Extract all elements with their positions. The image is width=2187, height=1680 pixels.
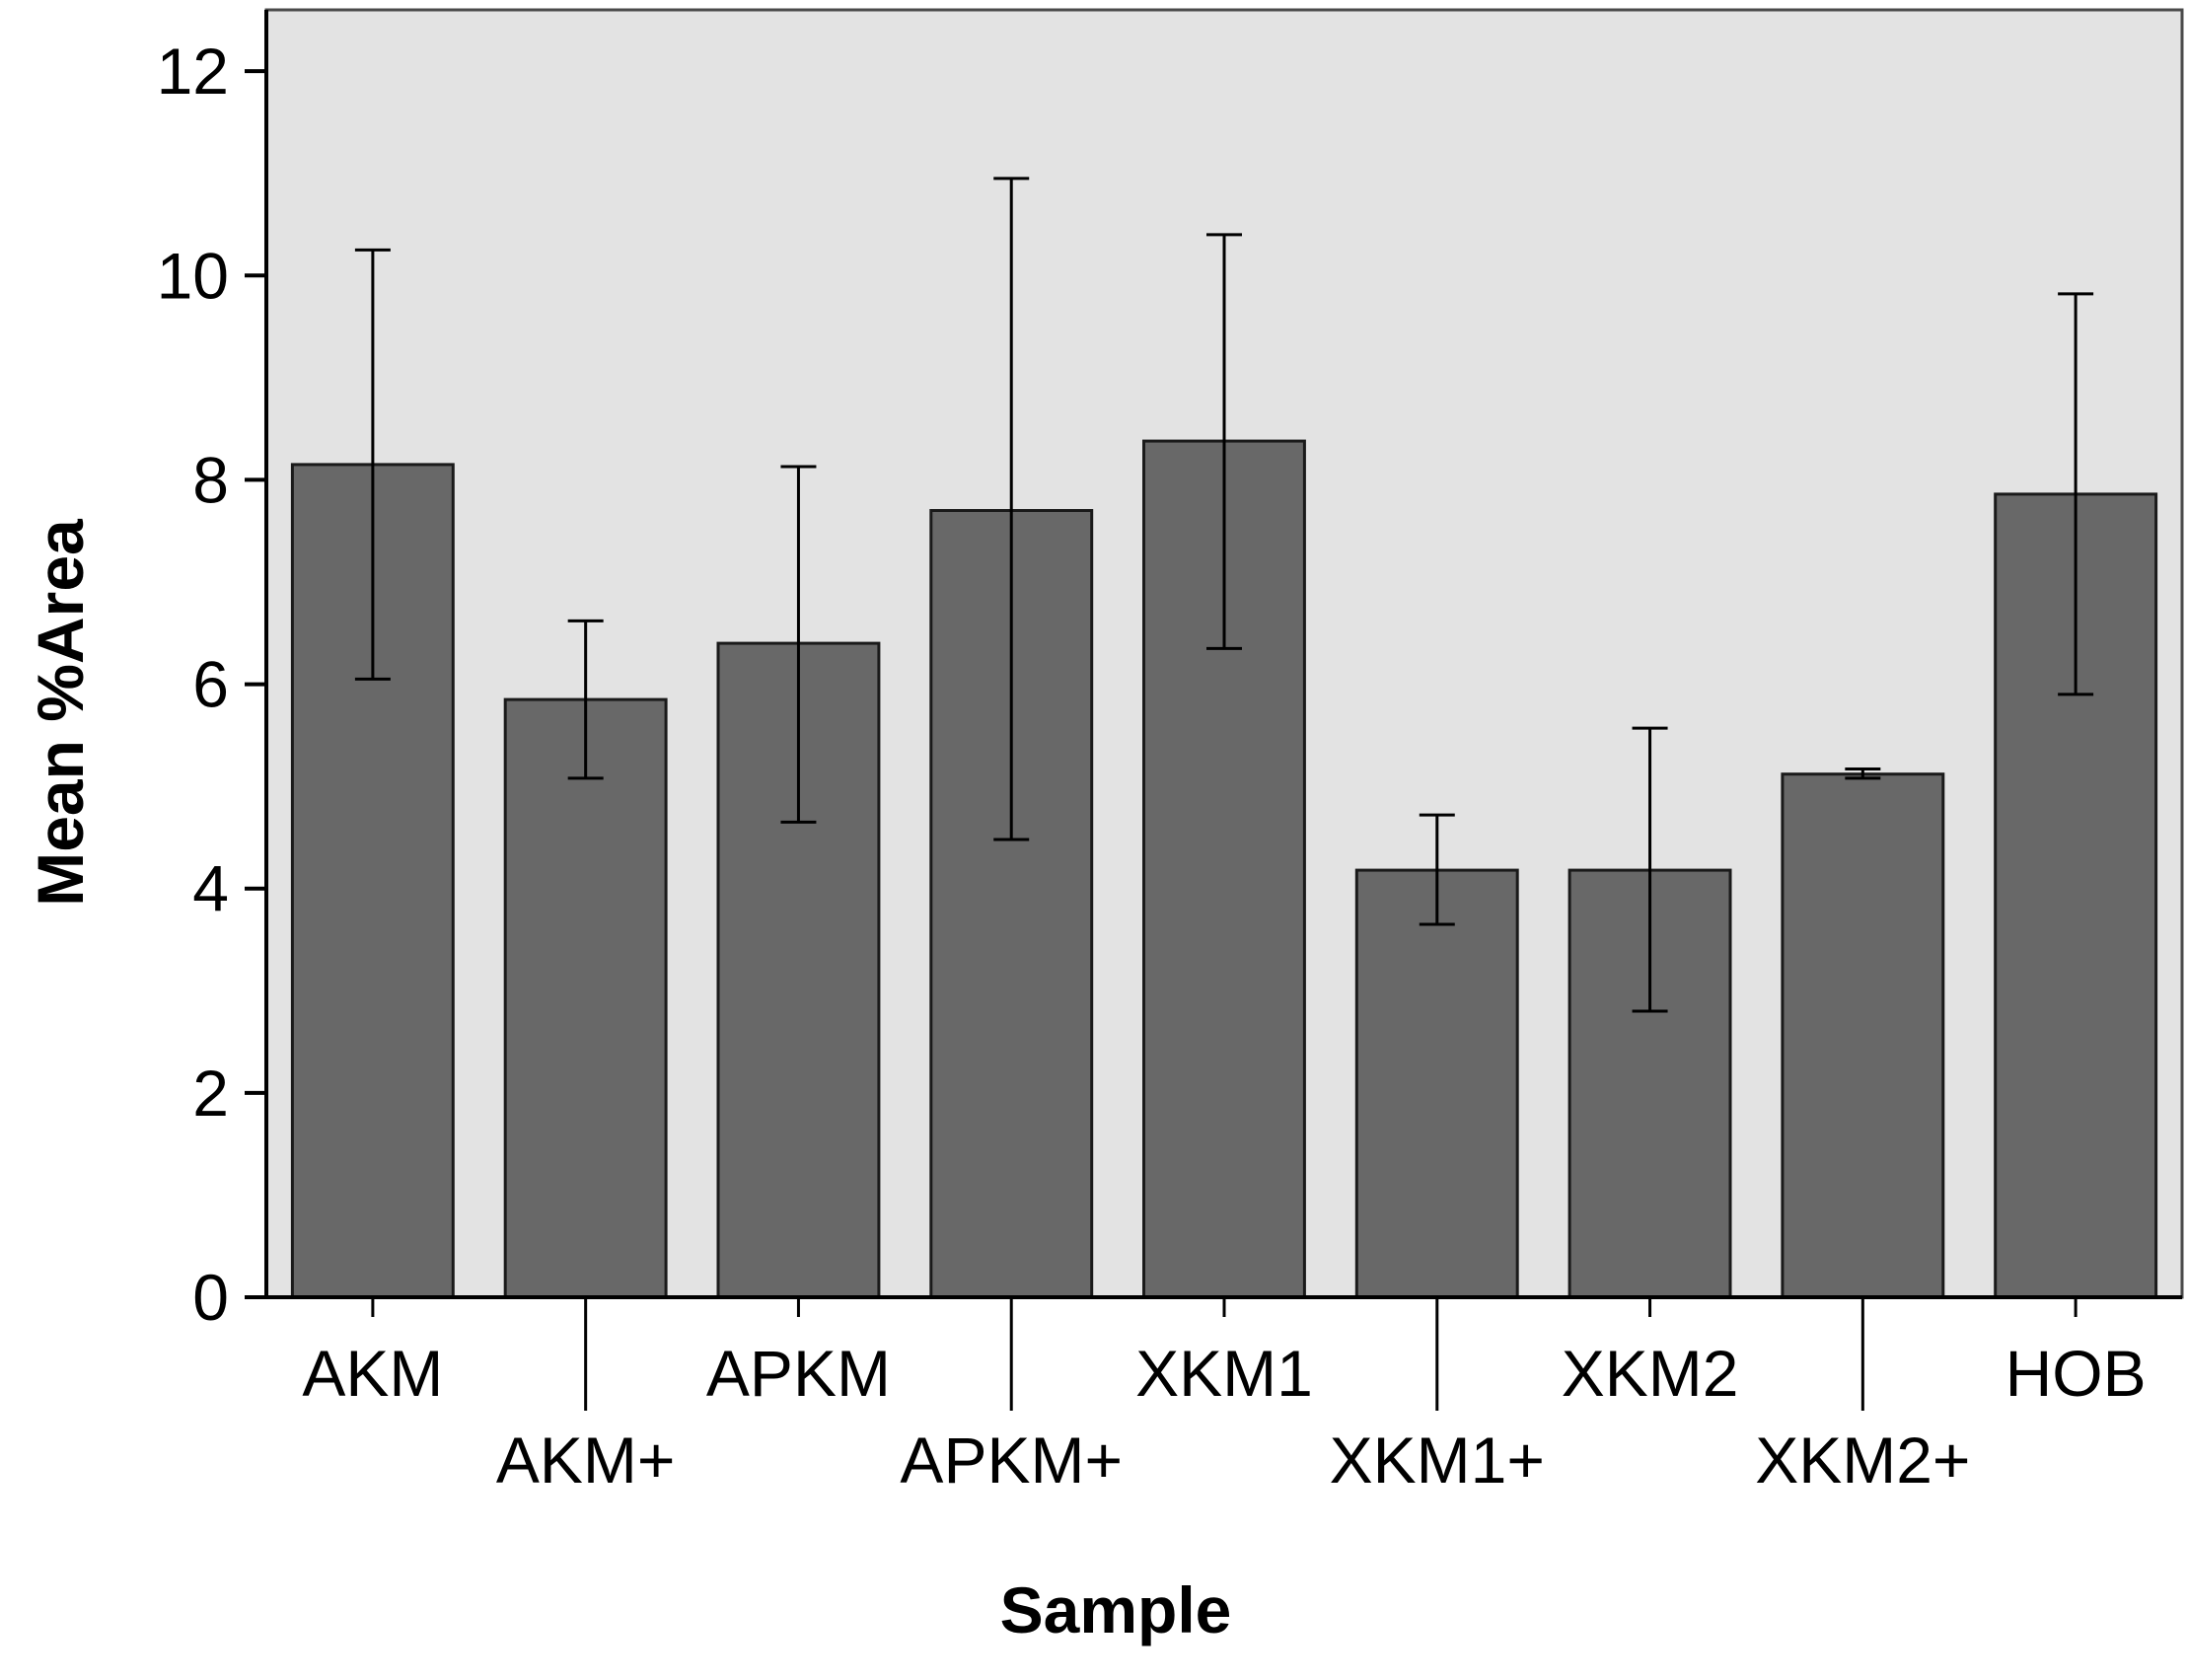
error-bar-xkm2-plus — [1845, 767, 1881, 780]
x-tick-label-akm-plus: AKM+ — [496, 1424, 676, 1497]
error-bar-apkm — [780, 465, 817, 824]
x-tick-label-akm: AKM — [302, 1337, 443, 1410]
y-tick-label: 8 — [192, 443, 229, 516]
y-tick-label: 6 — [192, 648, 229, 721]
bar-akm-plus — [503, 697, 668, 1299]
y-tick-label: 2 — [192, 1057, 229, 1130]
y-tick-label: 0 — [192, 1261, 229, 1334]
y-tick-label: 10 — [157, 239, 229, 312]
x-tick-label-apkm-plus: APKM+ — [900, 1424, 1123, 1497]
x-tick-label-xkm2: XKM2 — [1562, 1337, 1739, 1410]
y-axis-title: Mean %Area — [24, 518, 97, 907]
error-bar-akm-plus — [567, 619, 604, 780]
bar-xkm2-plus — [1781, 772, 1945, 1299]
error-bar-xkm1-plus — [1419, 813, 1455, 926]
y-tick-label: 12 — [157, 35, 229, 108]
error-bar-xkm1 — [1206, 233, 1242, 650]
x-tick-label-xkm1: XKM1 — [1135, 1337, 1313, 1410]
x-tick-label-hob: HOB — [2005, 1337, 2147, 1410]
y-tick-label: 4 — [192, 852, 229, 925]
error-bar-xkm2 — [1632, 726, 1668, 1013]
error-bar-apkm-plus — [993, 177, 1030, 841]
bar-xkm1-plus — [1354, 868, 1519, 1299]
error-bar-hob — [2058, 292, 2094, 696]
x-tick-label-xkm1-plus: XKM1+ — [1330, 1424, 1545, 1497]
error-bar-akm — [354, 248, 391, 681]
y-ticks-layer: 0 2 4 6 8 10 12 — [157, 35, 266, 1334]
error-bars-layer — [354, 177, 2094, 1013]
x-tick-label-apkm: APKM — [706, 1337, 891, 1410]
x-axis-title: Sample — [1000, 1573, 1232, 1646]
x-tick-label-xkm2-plus: XKM2+ — [1755, 1424, 1970, 1497]
